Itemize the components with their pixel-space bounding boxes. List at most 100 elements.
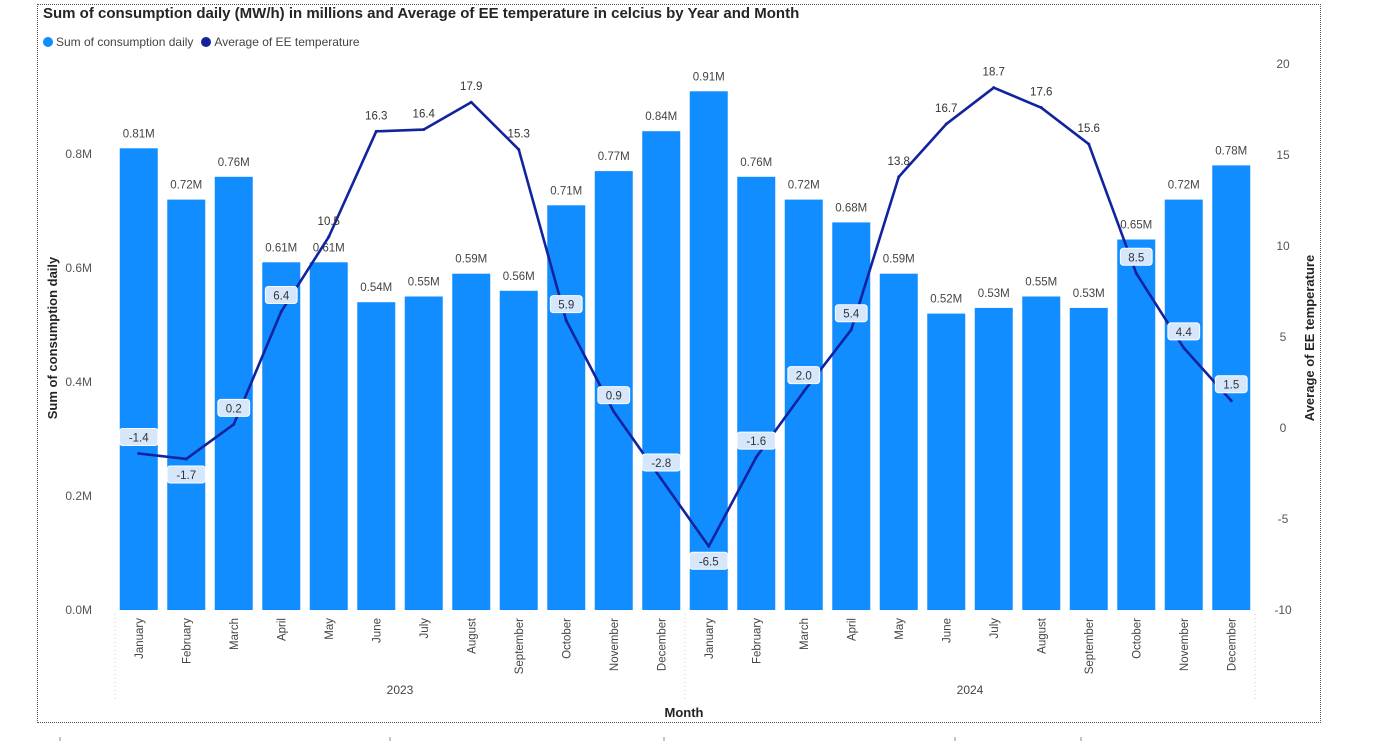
line-point (944, 122, 948, 126)
bar (974, 307, 1013, 610)
line-data-labels: -1.4 -1.7 0.2 6.4 10.5 16.3 16.4 17.9 15.3 5.9 0.9… (119, 67, 1248, 570)
bar-data-label: 0.65M (1120, 220, 1152, 232)
bar (309, 262, 348, 610)
bar (499, 290, 538, 610)
y2-tick-label: 0 (1280, 421, 1287, 435)
bar-data-label: 0.59M (455, 254, 487, 266)
line-data-label: 0.9 (606, 391, 622, 403)
bar (642, 131, 681, 610)
bar (452, 273, 491, 610)
bar-series (119, 91, 1251, 611)
visual-frame (37, 4, 1321, 723)
bar (879, 273, 918, 610)
line-point (897, 175, 901, 179)
line-point (612, 410, 616, 414)
line-data-label: 16.7 (935, 103, 957, 115)
line-point (1134, 271, 1138, 275)
bar-data-label: 0.77M (598, 151, 630, 163)
x-tick-label: February (181, 618, 193, 664)
legend-marker-consumption (43, 37, 53, 47)
y2-tick-label: -5 (1278, 512, 1289, 526)
bar-data-label: 0.72M (170, 180, 202, 192)
line-point (802, 390, 806, 394)
line-data-label-box (787, 366, 821, 385)
line-point (1039, 106, 1043, 110)
line-data-label: 17.6 (1030, 87, 1052, 99)
x-tick-label: January (134, 618, 146, 659)
legend: Sum of consumption daily Average of EE t… (43, 35, 364, 49)
legend-label-temperature: Average of EE temperature (214, 35, 360, 49)
bar (784, 199, 823, 610)
line-data-label: -2.8 (651, 458, 671, 470)
bar (357, 302, 396, 610)
line-data-label: 5.4 (843, 309, 860, 321)
x-tick-label: December (1226, 618, 1238, 671)
chart-title: Sum of consumption daily (MW/h) in milli… (43, 5, 800, 22)
y2-tick-label: 15 (1276, 148, 1290, 162)
line-data-label: 17.9 (460, 81, 482, 93)
bar-data-label: 0.71M (550, 185, 582, 197)
x-axis: January February March April May June July Augu… (114, 614, 1256, 700)
bar-data-label: 0.72M (1168, 180, 1200, 192)
line-data-label-box (1119, 247, 1153, 266)
bar-data-label: 0.72M (788, 180, 820, 192)
x-tick-label: November (1179, 618, 1191, 671)
x-tick-label: February (751, 618, 763, 664)
line-point (707, 544, 711, 548)
legend-marker-temperature (201, 37, 212, 47)
legend-item-temperature[interactable]: Average of EE temperature (201, 35, 360, 49)
x-tick-label: June (941, 618, 953, 643)
line-point (754, 455, 758, 459)
bar (832, 222, 871, 610)
bar-data-label: 0.54M (360, 282, 392, 294)
x-axis-title: Month (665, 705, 704, 720)
line-data-label-box (166, 465, 206, 484)
line-data-label: -1.7 (176, 470, 196, 482)
y-axis-title: Sum of consumption daily (45, 256, 60, 419)
line-point (992, 86, 996, 90)
bar-data-label: 0.53M (1073, 288, 1105, 300)
bar-data-label: 0.91M (693, 71, 725, 83)
line-point (279, 310, 283, 314)
y2-tick-label: 20 (1276, 57, 1290, 71)
line-point (327, 235, 331, 239)
bar (689, 91, 728, 611)
bar (119, 148, 158, 611)
line-data-label: 16.3 (365, 110, 387, 122)
line-data-label: -6.5 (699, 556, 719, 568)
line-data-label-box (1214, 375, 1248, 394)
line-point (564, 319, 568, 323)
y-tick-label: 0.2M (65, 489, 92, 503)
bar-data-label: 0.55M (408, 277, 440, 289)
x-tick-label: June (371, 618, 383, 643)
line-data-label: -1.6 (746, 436, 766, 448)
line-point (849, 328, 853, 332)
x-tick-label: April (846, 618, 858, 641)
line-data-label: 10.5 (318, 216, 340, 228)
bar-data-label: 0.56M (503, 271, 535, 283)
line-data-label-box (597, 386, 631, 405)
x-tick-label: December (656, 618, 668, 671)
x-tick-label: March (799, 618, 811, 650)
bar-data-label: 0.53M (978, 288, 1010, 300)
line-point (1182, 346, 1186, 350)
line-data-label: 15.3 (508, 129, 530, 141)
line-point (517, 148, 521, 152)
line-data-label: 1.5 (1223, 380, 1239, 392)
line-point (659, 477, 663, 481)
bar (167, 199, 206, 610)
legend-item-consumption[interactable]: Sum of consumption daily (43, 35, 193, 49)
bar-data-label: 0.59M (883, 254, 915, 266)
bar-data-label: 0.78M (1215, 145, 1247, 157)
y-tick-label: 0.8M (65, 147, 92, 161)
bar (1164, 199, 1203, 610)
x-tick-label: July (419, 618, 431, 639)
bar (404, 296, 443, 610)
line-data-label: 4.4 (1176, 327, 1193, 339)
x-tick-label: May (324, 618, 336, 640)
line-point (422, 128, 426, 132)
line-data-label-box (549, 295, 583, 314)
line-series (137, 86, 1233, 548)
line-data-label: 16.4 (413, 109, 436, 121)
x-tick-label: May (894, 618, 906, 640)
